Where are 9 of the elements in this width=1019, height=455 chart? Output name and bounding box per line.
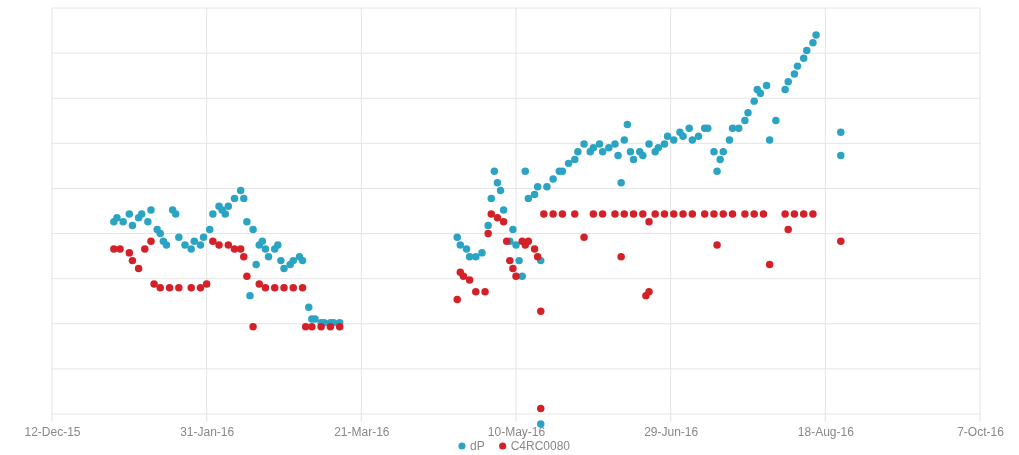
x-tick-label: 31-Jan-16 [180, 424, 235, 439]
legend-label: C4RC0080 [510, 439, 571, 453]
x-tick-label: 18-Aug-16 [797, 424, 855, 439]
x-tick-label: 10-May-16 [487, 424, 546, 439]
x-tick-label: 29-Jun-16 [644, 424, 699, 439]
x-tick-label: 21-Mar-16 [334, 424, 390, 439]
x-tick-label: 7-Oct-16 [957, 424, 1005, 439]
x-tick-label: 12-Dec-15 [24, 424, 81, 439]
legend-label: dP [469, 439, 485, 453]
